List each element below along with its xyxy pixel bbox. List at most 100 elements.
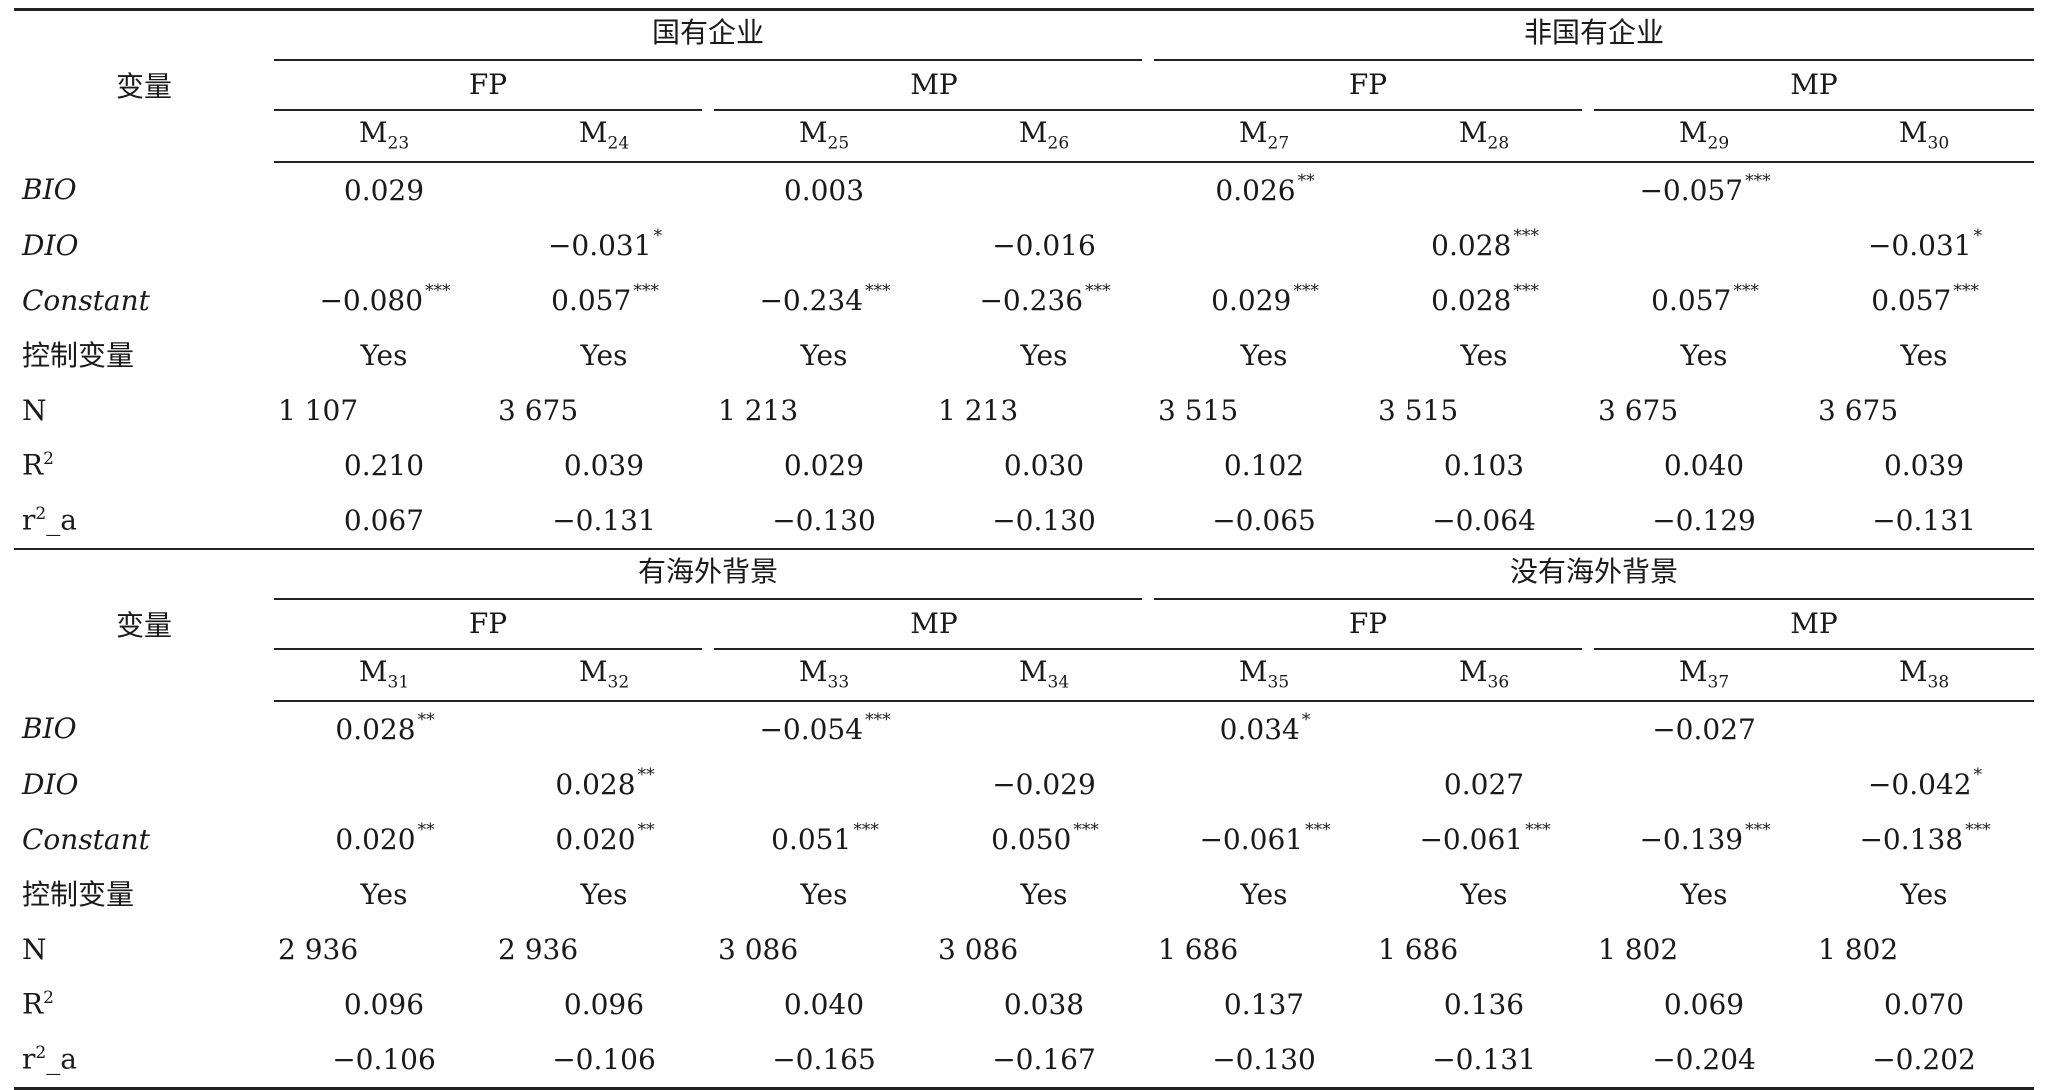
row-label: R2 [22, 987, 54, 1021]
cell-value: 1 213 [938, 393, 1019, 427]
table-cell: −0.061 *** [1154, 812, 1374, 867]
table-cell: −0.234 *** [714, 273, 934, 328]
table-cell [1814, 701, 2034, 757]
cell-value: −0.057 [1639, 173, 1744, 207]
cell-value: −0.131 [1872, 503, 1976, 537]
table-cell: Yes [1594, 328, 1814, 383]
cell-value: Yes [1240, 877, 1288, 911]
model-letter: M [1898, 655, 1928, 689]
table-cell: Yes [934, 867, 1154, 922]
model-header-row: M23 M24 M25 M26 M27 M28 M29 M30 [14, 111, 2035, 163]
table-cell: 2 936 [494, 922, 714, 977]
model-number: 35 [1267, 672, 1290, 693]
table-cell: Yes [1814, 867, 2034, 922]
table-cell: 3 675 [1814, 383, 2034, 438]
table-cell: 0.028 ** [274, 701, 494, 757]
table-row: BIO 0.029 0.003 0.026 ** −0.057 *** [14, 162, 2034, 218]
table-cell: −0.031 * [1814, 218, 2034, 273]
subgroup-header: FP [1154, 61, 1594, 111]
table-cell: −0.130 [934, 493, 1154, 549]
subgroup-header: MP [1594, 61, 2035, 111]
cell-value: 0.034 [1219, 712, 1300, 746]
cell-value: 3 086 [938, 932, 1019, 966]
table-cell: 1 107 [274, 383, 494, 438]
table-cell: Yes [274, 328, 494, 383]
table-cell: −0.204 [1594, 1032, 1815, 1090]
cell-value: 0.029 [1211, 283, 1292, 317]
table-cell: −0.031 * [494, 218, 714, 273]
table-cell: Yes [1374, 867, 1594, 922]
model-letter: M [358, 655, 388, 689]
row-label: 控制变量 [22, 338, 135, 372]
table-cell: 0.096 [494, 977, 714, 1032]
model-number: 23 [387, 133, 410, 154]
cell-value: 0.028 [335, 712, 416, 746]
model-number: 37 [1707, 672, 1730, 693]
model-number: 25 [827, 133, 850, 154]
table-cell [1594, 218, 1814, 273]
cell-value: −0.064 [1432, 503, 1536, 537]
table-cell: Yes [714, 328, 934, 383]
table-cell: −0.106 [494, 1032, 714, 1090]
cell-value: −0.080 [319, 283, 424, 317]
significance-stars: *** [853, 820, 879, 841]
cell-value: Yes [1460, 877, 1508, 911]
row-label: BIO [22, 173, 77, 206]
table-cell: 0.028 *** [1374, 273, 1594, 328]
cell-value: 0.030 [1003, 448, 1085, 482]
table-cell: −0.129 [1594, 493, 1814, 549]
cell-value: Yes [580, 877, 628, 911]
row-label: r2_a [22, 503, 77, 537]
model-letter: M [358, 116, 388, 150]
table-cell: 0.038 [934, 977, 1154, 1032]
cell-value: Yes [1900, 877, 1948, 911]
table-cell: 1 686 [1154, 922, 1374, 977]
table-cell: −0.027 [1594, 701, 1814, 757]
cell-value: 3 675 [1598, 393, 1679, 427]
table-row: 控制变量 Yes Yes Yes Yes Yes Yes Yes Yes [14, 867, 2034, 922]
table-cell: 0.028 *** [1374, 218, 1594, 273]
cell-value: 1 802 [1598, 932, 1679, 966]
model-letter: M [1238, 116, 1268, 150]
cell-value: −0.138 [1859, 822, 1964, 856]
row-label: N [22, 393, 47, 427]
cell-value: 0.069 [1663, 987, 1745, 1021]
table-cell: −0.054 *** [714, 701, 934, 757]
table-cell: 3 515 [1154, 383, 1374, 438]
table-cell: 0.040 [714, 977, 934, 1032]
group-header-row: 变量 国有企业 非国有企业 [14, 8, 2035, 162]
model-header: M26 [934, 111, 1155, 163]
table-cell: 0.030 [934, 438, 1154, 493]
table-cell [274, 757, 494, 812]
table-cell: Yes [494, 867, 714, 922]
table-cell: 0.050 *** [934, 812, 1154, 867]
cell-value: 0.029 [343, 173, 425, 207]
cell-value: −0.130 [772, 503, 876, 537]
cell-value: 1 686 [1158, 932, 1239, 966]
model-header: M38 [1814, 650, 2035, 702]
row-label: DIO [22, 767, 79, 801]
model-header: M34 [934, 650, 1155, 702]
table-row: DIO 0.028 ** −0.029 0.027 −0.042 * [14, 757, 2034, 812]
significance-stars: * [1973, 765, 1983, 786]
significance-stars: ** [637, 820, 655, 841]
model-letter: M [578, 655, 608, 689]
cell-value: 1 213 [718, 393, 799, 427]
cell-value: 0.057 [1651, 283, 1732, 317]
cell-value: 1 802 [1818, 932, 1899, 966]
cell-value: 0.040 [1663, 448, 1745, 482]
table-cell: 0.027 [1374, 757, 1594, 812]
table-cell [494, 162, 714, 218]
table-cell: −0.131 [1814, 493, 2034, 549]
model-header: M37 [1594, 650, 1815, 702]
row-label: r2_a [14, 1032, 274, 1090]
cell-value: Yes [1020, 877, 1068, 911]
model-letter: M [798, 116, 828, 150]
table-cell: 0.003 [714, 162, 934, 218]
table-cell: Yes [1154, 328, 1374, 383]
table-cell: 0.067 [274, 493, 494, 549]
table-cell: 3 515 [1374, 383, 1594, 438]
cell-value: −0.106 [552, 1042, 656, 1076]
model-letter: M [1898, 116, 1928, 150]
subgroup-label: FP [1154, 600, 1583, 650]
